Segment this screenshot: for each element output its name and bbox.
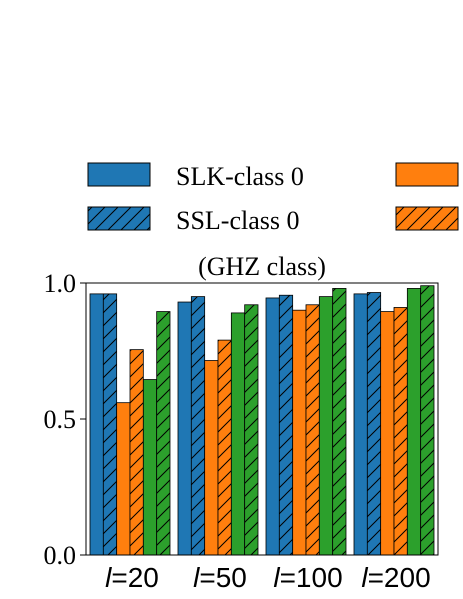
bar-hatch-series-1-cat-1 bbox=[191, 296, 205, 555]
y-tick-label: 0.0 bbox=[44, 541, 77, 570]
x-axis: l=20 l=50 l=100 l=200 bbox=[105, 562, 431, 593]
bar-hatch-series-5-cat-0 bbox=[156, 311, 170, 555]
bar-series-4-cat-2 bbox=[318, 296, 334, 556]
bar-series-0-cat-1 bbox=[177, 301, 192, 556]
bar-hatch-series-1-cat-2 bbox=[279, 295, 293, 555]
x-tick-label: l=200 bbox=[361, 562, 430, 593]
bar-hatch-series-1-cat-0 bbox=[103, 293, 117, 555]
legend-label-slk-class-0: SLK-class 0 bbox=[176, 162, 304, 191]
bar-series-4-cat-3 bbox=[406, 288, 422, 556]
bar-series-0-cat-0 bbox=[89, 293, 104, 556]
bar-series-4-cat-0 bbox=[142, 379, 158, 556]
bar-hatch-series-3-cat-0 bbox=[130, 349, 144, 555]
bar-hatch-series-5-cat-3 bbox=[420, 285, 434, 555]
bar-hatch-series-5-cat-2 bbox=[332, 288, 346, 555]
x-tick-label: l=20 bbox=[105, 562, 159, 593]
bar-hatch-series-3-cat-2 bbox=[306, 304, 320, 555]
legend-swatch-orange-hatch bbox=[396, 207, 458, 230]
legend: SLK-class 0 SSL-class 0 bbox=[87, 162, 459, 235]
bar-series-2-cat-2 bbox=[292, 309, 307, 556]
legend-swatch-orange bbox=[395, 162, 459, 187]
x-tick-label: l=100 bbox=[273, 562, 342, 593]
bar-hatch-series-3-cat-1 bbox=[218, 340, 232, 555]
bar-series-2-cat-1 bbox=[204, 360, 219, 556]
legend-label-ssl-class-0: SSL-class 0 bbox=[176, 206, 300, 235]
bar-series-2-cat-0 bbox=[116, 402, 131, 556]
bar-hatch-series-5-cat-1 bbox=[244, 304, 258, 555]
legend-swatch-ssl-class-0-hatch bbox=[88, 207, 150, 230]
y-tick-label: 1.0 bbox=[44, 269, 77, 298]
bar-series-0-cat-2 bbox=[265, 297, 280, 556]
bar-hatch-series-3-cat-3 bbox=[394, 307, 408, 555]
bar-hatch-series-1-cat-3 bbox=[367, 292, 381, 555]
x-tick-label: l=50 bbox=[193, 562, 247, 593]
y-tick-label: 0.5 bbox=[44, 405, 77, 434]
bar-series-2-cat-3 bbox=[380, 311, 395, 556]
bar-series-4-cat-1 bbox=[230, 312, 246, 556]
bar-series-0-cat-3 bbox=[353, 293, 368, 556]
chart-title: (GHZ class) bbox=[198, 252, 326, 281]
legend-swatch-slk-class-0 bbox=[87, 162, 151, 187]
y-axis: 0.0 0.5 1.0 bbox=[44, 269, 86, 570]
bars-group bbox=[89, 285, 435, 556]
